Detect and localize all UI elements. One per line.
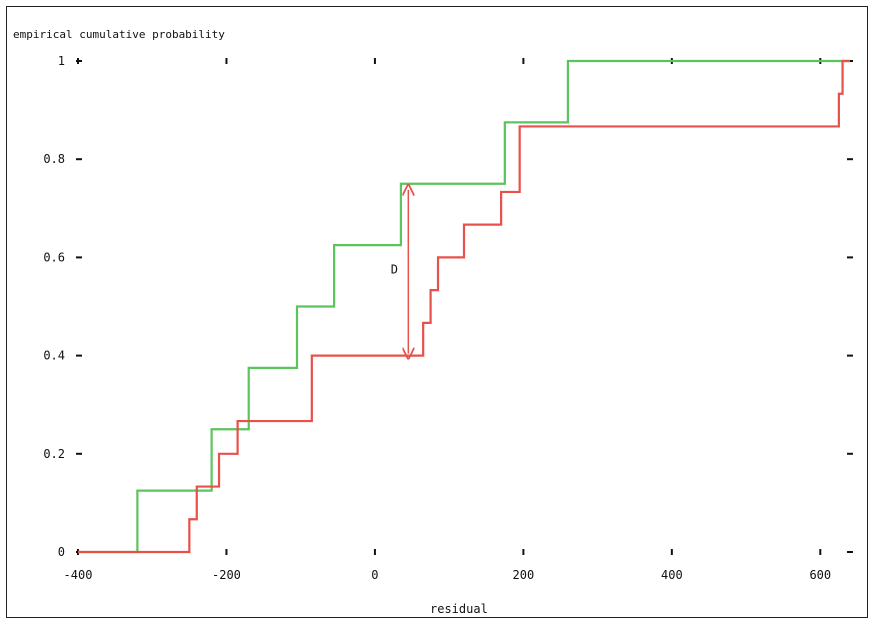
y-tick-label-4: 0.8 [43, 152, 65, 166]
x-tick-label-1: -200 [212, 568, 241, 582]
y-tick-label-2: 0.4 [43, 349, 65, 363]
x-axis-label: residual [430, 602, 488, 616]
axis-ticks: -400 -200 0 200 400 600 0 0.2 0.4 0.6 0.8 1 [43, 54, 853, 582]
y-tick-label-1: 0.2 [43, 447, 65, 461]
y-tick-label-0: 0 [58, 545, 65, 559]
y-tick-label-3: 0.6 [43, 250, 65, 264]
d-statistic-label: D [391, 263, 398, 277]
chart-frame: empirical cumulative probability residua… [6, 6, 868, 618]
x-tick-label-0: -400 [64, 568, 93, 582]
x-tick-label-3: 200 [513, 568, 535, 582]
series-lines [78, 59, 850, 554]
x-tick-label-2: 0 [371, 568, 378, 582]
x-tick-label-5: 600 [809, 568, 831, 582]
ecdf-series-0 [78, 59, 850, 554]
annotations: D [391, 190, 409, 354]
x-tick-label-4: 400 [661, 568, 683, 582]
y-tick-label-5: 1 [58, 54, 65, 68]
ecdf-series-1 [78, 59, 850, 554]
ecdf-chart: empirical cumulative probability residua… [13, 28, 853, 616]
y-axis-label: empirical cumulative probability [13, 28, 225, 41]
